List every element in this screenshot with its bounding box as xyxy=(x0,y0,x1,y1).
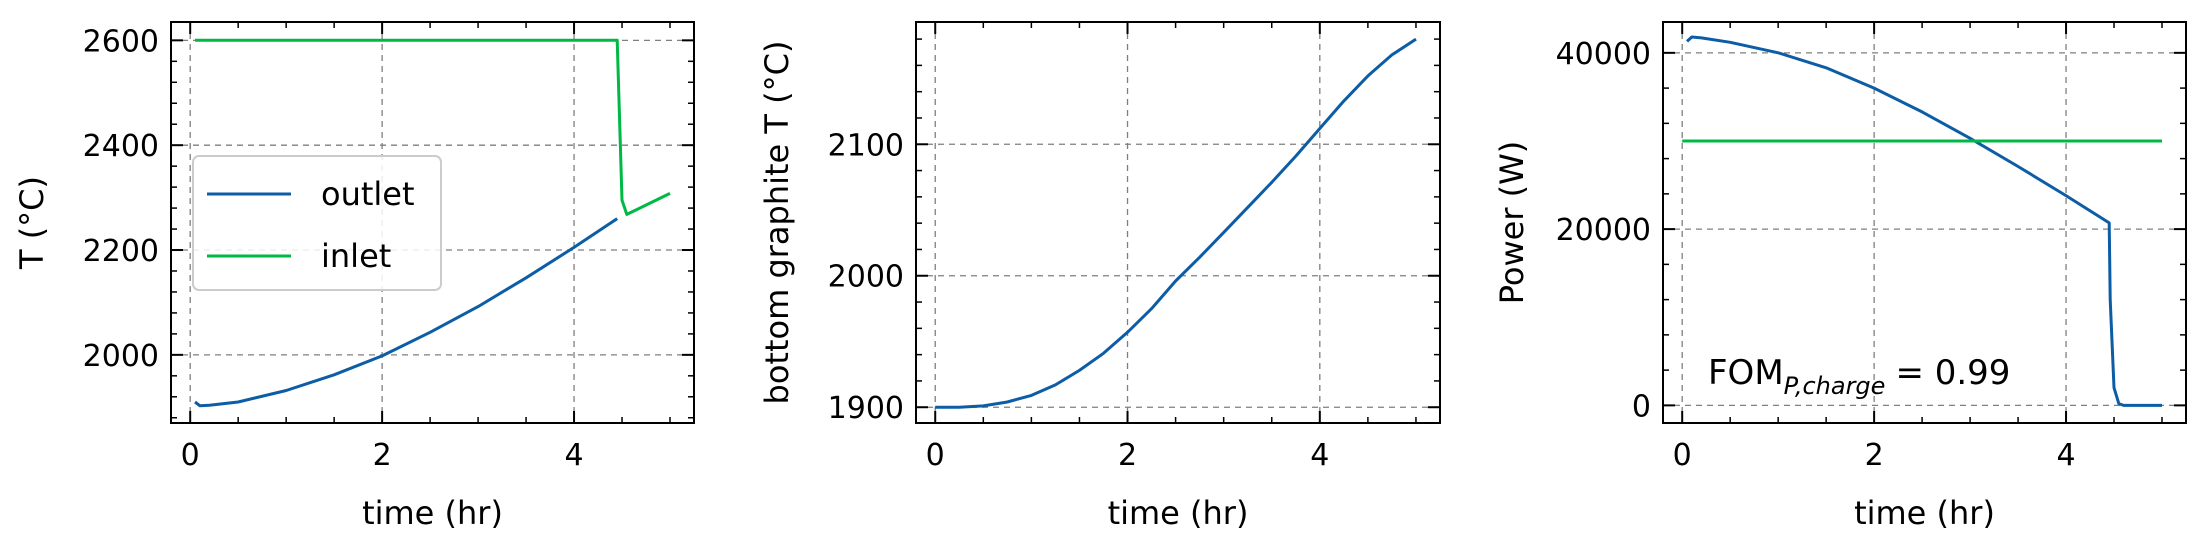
legend-label-inlet: inlet xyxy=(321,237,391,275)
y-tick-label: 2000 xyxy=(83,339,159,374)
panel-power: 0 2 4 0 20000 40000 time (hr) Power (W) FOMP,… xyxy=(1493,21,2187,532)
x-tick-label: 2 xyxy=(1865,438,1884,473)
y-axis-label: bottom graphite T (°C) xyxy=(758,41,796,405)
y-tick-label: 2600 xyxy=(83,24,159,59)
x-axis-label: time (hr) xyxy=(1854,494,1995,532)
x-tick-label: 4 xyxy=(1310,438,1329,473)
y-tick-label: 2400 xyxy=(83,129,159,164)
x-tick-label: 4 xyxy=(564,438,583,473)
y-axis-label: T (°C) xyxy=(13,176,51,270)
x-tick-label: 0 xyxy=(1673,438,1692,473)
x-tick-label: 0 xyxy=(926,438,945,473)
fom-annotation: FOMP,charge = 0.99 xyxy=(1708,353,2010,400)
x-axis-label: time (hr) xyxy=(362,494,503,532)
y-tick-label: 2000 xyxy=(828,260,904,295)
y-tick-label: 2100 xyxy=(828,128,904,163)
panel-outlet-inlet-temperature: 0 2 4 2000 2200 2400 2600 time (hr) T (°C) out… xyxy=(13,21,695,532)
series-0-line xyxy=(935,37,1417,409)
x-tick-label: 2 xyxy=(373,438,392,473)
legend-label-outlet: outlet xyxy=(321,175,415,213)
y-tick-label: 40000 xyxy=(1556,37,1651,72)
y-tick-label: 20000 xyxy=(1556,213,1651,248)
legend: outlet inlet xyxy=(192,155,442,291)
series-0-line xyxy=(1685,35,2162,407)
y-axis-label: Power (W) xyxy=(1493,141,1531,305)
outlet-line xyxy=(194,217,619,408)
inlet-line xyxy=(195,38,671,216)
x-tick-label: 0 xyxy=(181,438,200,473)
x-tick-label: 2 xyxy=(1118,438,1137,473)
x-axis-label: time (hr) xyxy=(1108,494,1249,532)
y-tick-label: 0 xyxy=(1632,389,1651,424)
panel-bottom-graphite-temperature: 0 2 4 1900 2000 2100 time (hr) bottom graphit… xyxy=(758,21,1441,532)
y-tick-label: 2200 xyxy=(83,234,159,269)
y-tick-label: 1900 xyxy=(828,391,904,426)
x-tick-label: 4 xyxy=(2056,438,2075,473)
